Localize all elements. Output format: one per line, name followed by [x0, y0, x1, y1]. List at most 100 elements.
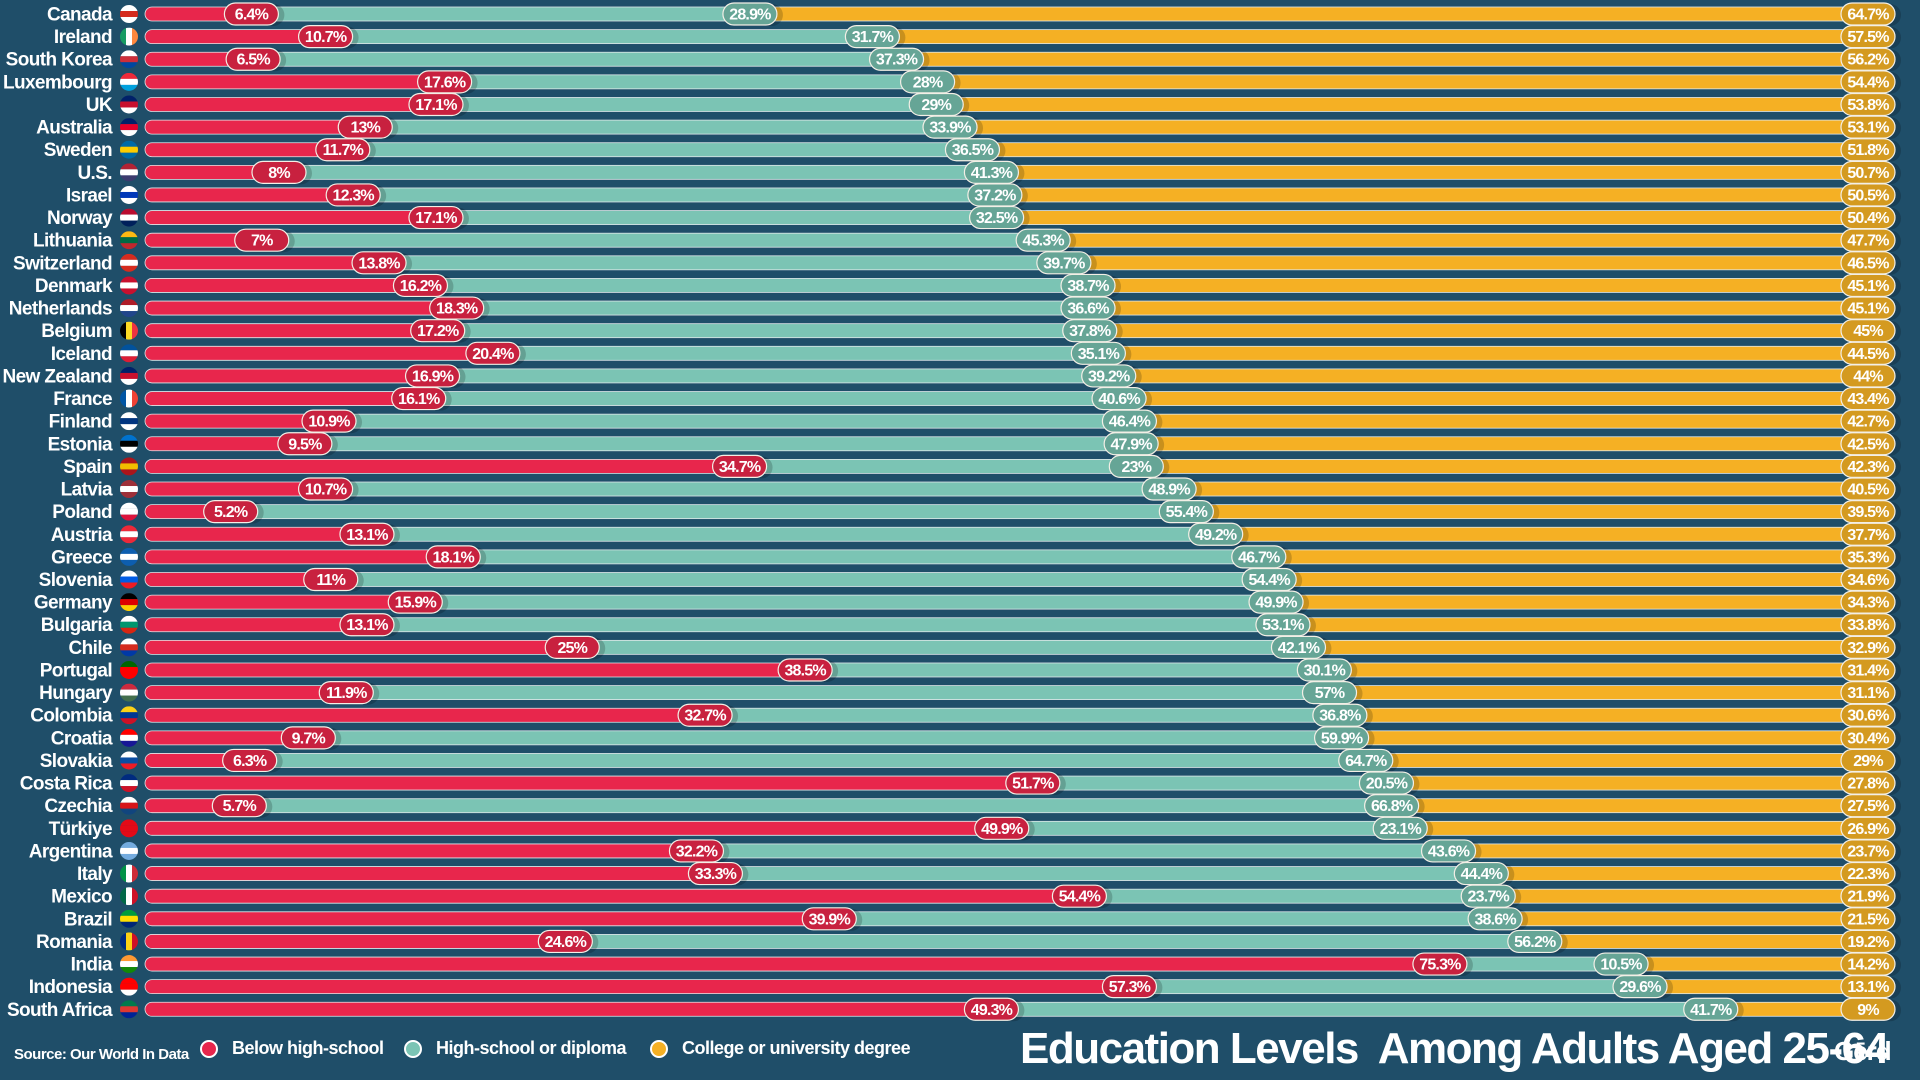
value-text: 47.7%: [1847, 233, 1889, 250]
value-text: 57%: [1315, 685, 1345, 702]
bar-row: South Korea 6.5% 37.3% 56.2%: [6, 47, 1901, 72]
country-label: Greece: [51, 547, 112, 568]
value-text: 51.8%: [1847, 142, 1889, 159]
bar-row: Colombia 32.7% 36.8% 30.6%: [30, 703, 1901, 728]
legend-item-below-high-school: Below high-school: [200, 1038, 384, 1059]
value-label-below-high-school: 16.1%: [391, 386, 452, 411]
value-label-below-high-school: 6.4%: [223, 2, 285, 26]
bar-segment-college: [1272, 572, 1871, 587]
value-text: 10.5%: [1600, 957, 1642, 974]
value-label-below-high-school: 32.2%: [668, 839, 730, 863]
country-label: Germany: [34, 593, 113, 614]
bar-segment-college: [1067, 255, 1871, 271]
country-label: Poland: [52, 502, 112, 523]
value-text: 32.5%: [976, 210, 1018, 227]
value-text: 45%: [1853, 323, 1883, 340]
value-text: 41.7%: [1690, 1002, 1732, 1019]
value-text: 53.1%: [1847, 120, 1889, 137]
bar-segment-high-school: [460, 300, 1105, 316]
value-label-high-school: 48.9%: [1141, 477, 1203, 502]
value-text: 39.9%: [809, 911, 851, 928]
value-text: 16.9%: [412, 368, 454, 385]
value-text: 40.5%: [1847, 482, 1889, 499]
value-text: 57.5%: [1847, 29, 1889, 46]
value-label-below-high-school: 17.1%: [408, 92, 469, 117]
value-label-high-school: 32.5%: [968, 205, 1030, 230]
bar-segment-below-high-school: [144, 707, 722, 723]
indonesia-flag-icon: [120, 977, 138, 996]
value-label-high-school: 38.7%: [1060, 273, 1122, 298]
value-text: 32.9%: [1847, 640, 1889, 657]
value-label-high-school: 54.4%: [1241, 567, 1303, 592]
bar-segment-college: [1000, 210, 1871, 225]
bar-segment-below-high-school: [144, 866, 732, 881]
bar-row: Indonesia 57.3% 29.6% 13.1%: [29, 975, 1901, 999]
value-text: 34.6%: [1847, 572, 1889, 589]
value-text: 30.1%: [1304, 662, 1346, 679]
value-label-high-school: 37.3%: [868, 47, 930, 72]
value-label-college: 46.5%: [1840, 251, 1901, 275]
value-text: 21.9%: [1847, 889, 1889, 906]
value-label-below-high-school: 13.1%: [339, 613, 400, 637]
bar-segment-college: [900, 51, 1871, 67]
value-label-below-high-school: 6.3%: [222, 748, 283, 773]
country-label: Netherlands: [9, 299, 112, 320]
value-label-college: 42.3%: [1840, 454, 1901, 479]
value-text: 36.6%: [1067, 301, 1109, 318]
value-label-high-school: 47.9%: [1103, 432, 1165, 456]
bar-row: France 16.1% 40.6% 43.4%: [53, 386, 1901, 411]
bar-segment-below-high-school: [144, 1001, 1008, 1017]
south-africa-flag-icon: [120, 1000, 138, 1019]
value-label-below-high-school: 13.1%: [339, 522, 400, 547]
value-text: 28%: [913, 74, 943, 91]
value-text: 31.1%: [1847, 685, 1889, 702]
bar-row: Lithuania 7% 45.3% 47.7%: [33, 228, 1901, 253]
value-text: 59.9%: [1321, 730, 1363, 747]
country-label: Latvia: [61, 480, 113, 501]
colombia-flag-icon: [120, 706, 138, 725]
country-label: U.S.: [77, 163, 112, 184]
value-label-high-school: 41.3%: [963, 160, 1025, 185]
bar-segment-below-high-school: [144, 74, 462, 90]
value-label-high-school: 46.4%: [1101, 409, 1163, 434]
value-text: 54.4%: [1847, 74, 1889, 91]
chart-title: Education Levels Among Adults Aged 25-64: [1020, 1024, 1889, 1073]
norway-flag-icon: [120, 208, 138, 227]
value-label-college: 39.5%: [1840, 500, 1901, 524]
ireland-flag-icon: [120, 27, 138, 46]
bar-segment-high-school: [346, 142, 989, 158]
value-label-high-school: 23.7%: [1460, 884, 1522, 909]
value-text: 50.4%: [1847, 210, 1889, 227]
value-label-high-school: 39.2%: [1081, 364, 1142, 388]
bar-segment-high-school: [743, 458, 1153, 474]
country-label: Slovakia: [40, 751, 113, 772]
value-text: 33.8%: [1847, 617, 1889, 634]
bar-row: Spain 34.7% 23% 42.3%: [63, 454, 1901, 479]
bar-row: UK 17.1% 29% 53.8%: [86, 92, 1901, 117]
value-text: 31.7%: [852, 29, 894, 46]
luxembourg-flag-icon: [120, 72, 138, 91]
value-text: 49.3%: [971, 1002, 1013, 1019]
bar-segment-college: [1046, 232, 1871, 248]
bar-row: Netherlands 18.3% 36.6% 45.1%: [9, 296, 1901, 321]
mexico-flag-icon: [120, 887, 138, 906]
value-text: 64.7%: [1847, 7, 1889, 24]
value-text: 16.2%: [400, 278, 442, 295]
value-label-college: 42.7%: [1840, 409, 1901, 434]
value-text: 17.1%: [415, 210, 457, 227]
value-label-high-school: 53.1%: [1255, 613, 1316, 637]
latvia-flag-icon: [120, 480, 138, 499]
value-label-below-high-school: 51.7%: [1005, 771, 1066, 796]
bar-segment-high-school: [332, 413, 1146, 429]
value-label-high-school: 29.6%: [1612, 975, 1674, 999]
country-label: Israel: [66, 185, 112, 206]
value-label-high-school: 59.9%: [1313, 726, 1375, 750]
bar-segment-college: [1189, 504, 1873, 520]
value-text: 43.4%: [1847, 391, 1889, 408]
value-label-college: 13.1%: [1840, 975, 1901, 999]
value-label-below-high-school: 49.3%: [963, 997, 1025, 1022]
bar-segment-below-high-school: [144, 278, 437, 293]
value-text: 20.4%: [472, 346, 514, 363]
value-label-high-school: 66.8%: [1364, 794, 1425, 818]
bar-segment-college: [998, 187, 1871, 203]
